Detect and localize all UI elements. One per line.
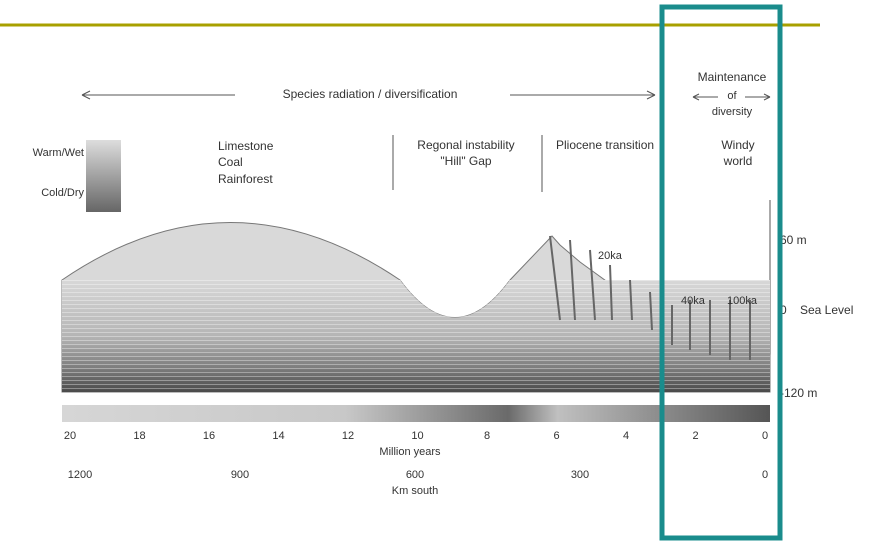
tick-label: 10 xyxy=(411,430,423,442)
time-bar xyxy=(62,405,770,422)
tick-label: 14 xyxy=(272,430,284,442)
cycle-label: 100ka xyxy=(727,295,758,307)
maintenance-label: diversity xyxy=(712,106,753,118)
tick-label: 18 xyxy=(133,430,145,442)
tick-label: 300 xyxy=(571,469,589,481)
tick-label: 0 xyxy=(762,469,768,481)
level-label: 60 m xyxy=(780,233,807,247)
highlight-box xyxy=(659,4,783,541)
period-label: "Hill" Gap xyxy=(440,154,492,168)
level-label: -120 m xyxy=(780,386,817,400)
tick-label: 20 xyxy=(64,430,76,442)
tick-label: 6 xyxy=(553,430,559,442)
level-label: 0 xyxy=(780,303,787,317)
tick-label: 900 xyxy=(231,469,249,481)
cycle-label: 20ka xyxy=(598,250,623,262)
climate-label: Cold/Dry xyxy=(41,187,84,199)
maintenance-label: Maintenance xyxy=(698,70,767,84)
axis-title: Million years xyxy=(379,446,441,458)
period-label: Limestone xyxy=(218,139,274,153)
period-label: Coal xyxy=(218,155,243,169)
tick-label: 4 xyxy=(623,430,629,442)
cycle-label: 40ka xyxy=(681,295,706,307)
terrain xyxy=(61,222,771,393)
tick-label: 8 xyxy=(484,430,490,442)
climate-bar xyxy=(86,140,121,212)
maintenance-label: of xyxy=(727,90,737,102)
period-label: Windy xyxy=(721,138,754,152)
tick-label: 1200 xyxy=(68,469,92,481)
level-label: Sea Level xyxy=(800,303,853,317)
period-label: world xyxy=(723,154,753,168)
axis-title: Km south xyxy=(392,485,438,497)
period-label: Rainforest xyxy=(218,172,273,186)
tick-label: 2 xyxy=(692,430,698,442)
top-label: Species radiation / diversification xyxy=(283,87,458,101)
climate-label: Warm/Wet xyxy=(33,147,84,159)
tick-label: 12 xyxy=(342,430,354,442)
period-label: Pliocene transition xyxy=(556,138,654,152)
tick-label: 16 xyxy=(203,430,215,442)
period-label: Regonal instability xyxy=(417,138,514,152)
tick-label: 600 xyxy=(406,469,424,481)
tick-label: 0 xyxy=(762,430,768,442)
